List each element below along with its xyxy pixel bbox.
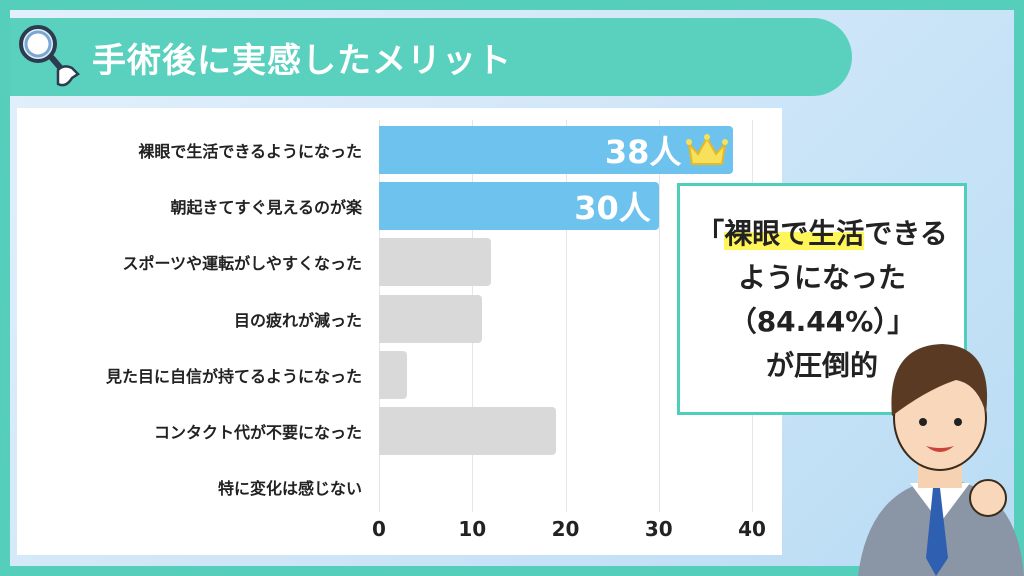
x-tick-label: 20: [551, 517, 580, 541]
category-label: 裸眼で生活できるようになった: [138, 142, 362, 161]
x-tick-label: 10: [458, 517, 487, 541]
gridline: [565, 120, 567, 512]
bar: [379, 350, 407, 399]
bar: [379, 126, 734, 174]
category-label: コンタクト代が不要になった: [153, 423, 362, 442]
crown-icon: [686, 134, 729, 165]
category-label: 朝起きてすぐ見えるのが楽: [170, 198, 362, 218]
category-label: 目の疲れが減った: [233, 310, 362, 330]
callout-box: 「裸眼で生活できる ようになった （84.44%）」 が圧倒的: [677, 183, 967, 415]
page-title: 手術後に実感したメリット: [92, 41, 512, 81]
x-tick-label: 40: [738, 517, 766, 541]
callout-line: が圧倒的: [765, 349, 878, 382]
category-label: 特に変化は感じない: [217, 479, 362, 499]
x-tick-label: 0: [372, 517, 386, 541]
category-label: 見た目に自信が持てるようになった: [105, 366, 362, 386]
data-label: 38人: [604, 133, 682, 171]
title-bar: [10, 18, 852, 96]
callout-line: （84.44%）」: [728, 305, 916, 338]
x-tick-label: 30: [644, 517, 673, 541]
bar: [379, 407, 557, 455]
data-label: 30人: [574, 189, 651, 228]
businessman-illustration: [858, 344, 1024, 576]
category-label: スポーツや運転がしやすくなった: [122, 254, 362, 274]
bar: [379, 294, 482, 343]
callout-text: できる: [864, 217, 948, 250]
bar: [379, 238, 491, 287]
callout-highlight: 裸眼で生活: [724, 217, 865, 250]
bar: [379, 182, 659, 231]
callout-line: ようになった: [737, 261, 906, 294]
gridline: [658, 120, 660, 512]
callout-bracket: 「: [696, 217, 725, 250]
magnifier-hand-icon: [19, 25, 80, 87]
